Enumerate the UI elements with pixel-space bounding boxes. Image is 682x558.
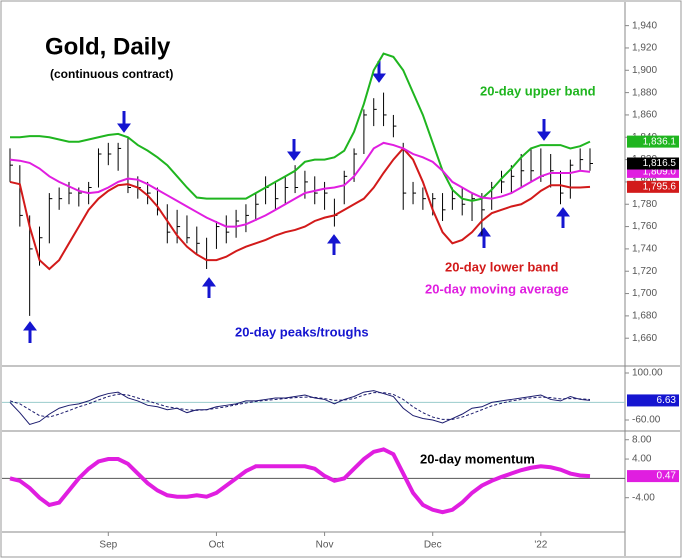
y-tick-label: 1,760	[632, 221, 657, 232]
series-line	[9, 392, 591, 420]
value-box-label: 0.47	[657, 471, 677, 482]
x-tick-label: Dec	[424, 540, 442, 551]
y-tick-label: 1,880	[632, 87, 657, 98]
value-box	[627, 180, 679, 193]
series-label: 20-day momentum	[420, 451, 535, 466]
y-tick-label: 1,660	[632, 333, 657, 344]
arrow-head	[537, 131, 551, 141]
y-tick-label: -4.00	[632, 492, 655, 503]
y-tick-label: -60.00	[632, 415, 661, 426]
arrow-head	[477, 227, 491, 237]
y-tick-label: 4.00	[632, 454, 652, 465]
arrow-head	[117, 123, 131, 133]
y-tick-label: 1,780	[632, 199, 657, 210]
y-tick-label: 8.00	[632, 434, 652, 445]
y-tick-label: 100.00	[632, 368, 663, 379]
y-tick-label: 1,860	[632, 110, 657, 121]
y-tick-label: 1,720	[632, 266, 657, 277]
annotation: 20-day peaks/troughs	[235, 324, 369, 339]
y-tick-label: 1,920	[632, 43, 657, 54]
arrow-head	[327, 234, 341, 244]
series-line	[9, 146, 591, 271]
value-box	[627, 135, 679, 148]
series-line	[9, 447, 591, 515]
arrows	[23, 61, 570, 343]
value-box-label: 1,809.0	[643, 167, 677, 178]
value-box-label: 1,816.5	[643, 158, 677, 169]
y-tick-label: 1,940	[632, 20, 657, 31]
series-label: 20-day lower band	[445, 259, 558, 274]
y-tick-label: 1,700	[632, 288, 657, 299]
value-box	[627, 470, 679, 483]
arrow-head	[23, 321, 37, 331]
x-tick-label: Nov	[316, 540, 334, 551]
y-tick-label: 1,680	[632, 311, 657, 322]
series-line	[10, 52, 591, 202]
arrow-head	[287, 151, 301, 161]
y-tick-label: 1,900	[632, 65, 657, 76]
chart-subtitle: (continuous contract)	[50, 67, 173, 81]
value-box	[627, 394, 679, 407]
arrow-head	[202, 277, 216, 287]
value-box-label: 1,795.6	[643, 181, 677, 192]
x-tick-label: Sep	[99, 540, 117, 551]
value-box-label: 1,836.1	[643, 136, 677, 147]
arrow-head	[372, 73, 386, 83]
chart-title: Gold, Daily	[45, 33, 171, 60]
value-box	[627, 157, 679, 170]
series-line	[9, 390, 591, 425]
series-label: 20-day moving average	[425, 281, 569, 296]
value-box-label: 6.63	[657, 395, 677, 406]
series-label: 20-day upper band	[480, 83, 596, 98]
x-tick-label: '22	[534, 540, 547, 551]
x-tick-label: Oct	[209, 540, 225, 551]
y-tick-label: 1,740	[632, 244, 657, 255]
arrow-head	[556, 207, 570, 217]
series-line	[9, 141, 591, 228]
